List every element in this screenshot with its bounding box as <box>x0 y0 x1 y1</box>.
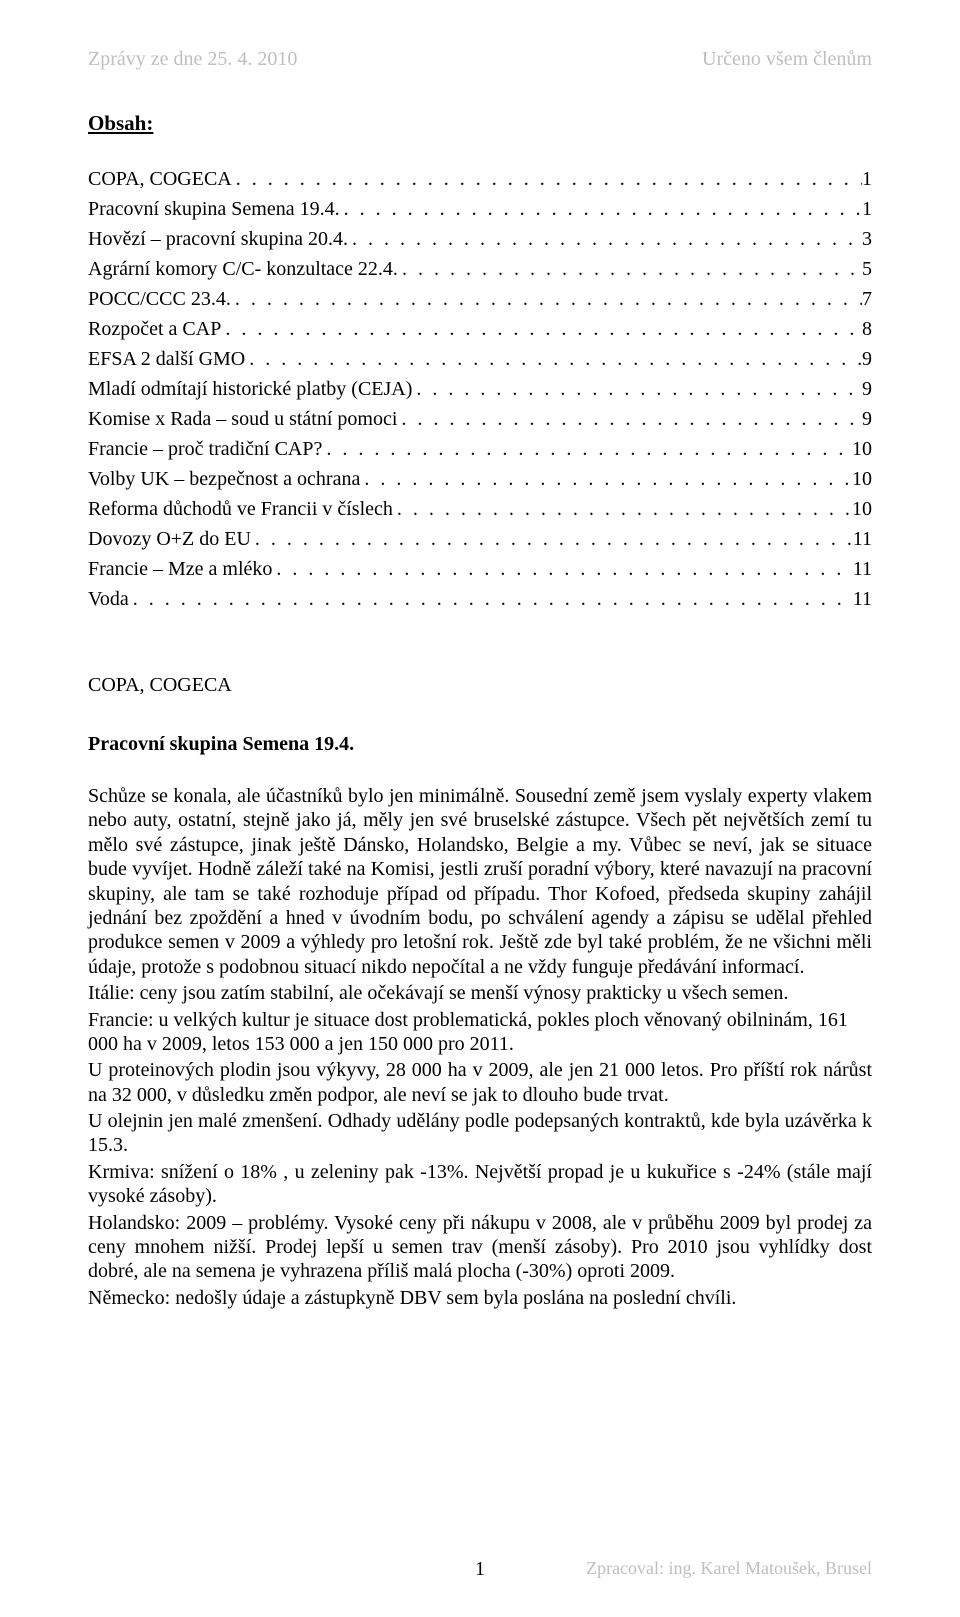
toc-row: Komise x Rada – soud u státní pomoci. . … <box>88 404 872 434</box>
toc-row: Reforma důchodů ve Francii v číslech. . … <box>88 494 872 524</box>
toc-dot-leader: . . . . . . . . . . . . . . . . . . . . … <box>360 464 852 494</box>
toc-row: Pracovní skupina Semena 19.4.. . . . . .… <box>88 194 872 224</box>
toc-page-number: 9 <box>862 344 872 374</box>
toc-page-number: 9 <box>862 374 872 404</box>
toc-page-number: 11 <box>853 554 872 584</box>
toc-page-number: 1 <box>862 194 872 224</box>
toc-label: Voda <box>88 584 129 614</box>
table-of-contents: COPA, COGECA. . . . . . . . . . . . . . … <box>88 164 872 614</box>
toc-page-number: 1 <box>862 164 872 194</box>
toc-title: Obsah: <box>88 111 872 136</box>
toc-page-number: 11 <box>853 524 872 554</box>
toc-label: POCC/CCC 23.4. <box>88 284 231 314</box>
toc-dot-leader: . . . . . . . . . . . . . . . . . . . . … <box>412 374 862 404</box>
toc-row: Rozpočet a CAP. . . . . . . . . . . . . … <box>88 314 872 344</box>
section-title: COPA, COGECA <box>88 674 872 697</box>
toc-row: Volby UK – bezpečnost a ochrana. . . . .… <box>88 464 872 494</box>
header-right: Určeno všem členům <box>702 48 872 71</box>
toc-page-number: 8 <box>862 314 872 344</box>
toc-row: Mladí odmítají historické platby (CEJA).… <box>88 374 872 404</box>
toc-dot-leader: . . . . . . . . . . . . . . . . . . . . … <box>245 344 862 374</box>
page-header: Zprávy ze dne 25. 4. 2010 Určeno všem čl… <box>88 48 872 71</box>
toc-dot-leader: . . . . . . . . . . . . . . . . . . . . … <box>322 434 852 464</box>
toc-page-number: 9 <box>862 404 872 434</box>
toc-label: EFSA 2 další GMO <box>88 344 245 374</box>
toc-row: COPA, COGECA. . . . . . . . . . . . . . … <box>88 164 872 194</box>
toc-dot-leader: . . . . . . . . . . . . . . . . . . . . … <box>348 224 862 254</box>
footer-page-number: 1 <box>475 1558 485 1581</box>
toc-label: Hovězí – pracovní skupina 20.4. <box>88 224 348 254</box>
toc-label: Rozpočet a CAP <box>88 314 221 344</box>
toc-dot-leader: . . . . . . . . . . . . . . . . . . . . … <box>340 194 862 224</box>
paragraph: Itálie: ceny jsou zatím stabilní, ale oč… <box>88 981 872 1005</box>
header-left: Zprávy ze dne 25. 4. 2010 <box>88 48 297 71</box>
toc-label: Francie – Mze a mléko <box>88 554 272 584</box>
toc-label: Francie – proč tradiční CAP? <box>88 434 322 464</box>
toc-row: Hovězí – pracovní skupina 20.4.. . . . .… <box>88 224 872 254</box>
toc-label: Pracovní skupina Semena 19.4. <box>88 194 340 224</box>
document-page: Zprávy ze dne 25. 4. 2010 Určeno všem čl… <box>0 0 960 1617</box>
toc-page-number: 5 <box>862 254 872 284</box>
paragraph: Německo: nedošly údaje a zástupkyně DBV … <box>88 1286 872 1310</box>
body-text: Schůze se konala, ale účastníků bylo jen… <box>88 784 872 1310</box>
toc-row: Dovozy O+Z do EU. . . . . . . . . . . . … <box>88 524 872 554</box>
toc-dot-leader: . . . . . . . . . . . . . . . . . . . . … <box>393 494 852 524</box>
toc-page-number: 11 <box>853 584 872 614</box>
toc-dot-leader: . . . . . . . . . . . . . . . . . . . . … <box>129 584 853 614</box>
toc-dot-leader: . . . . . . . . . . . . . . . . . . . . … <box>251 524 853 554</box>
toc-label: Dovozy O+Z do EU <box>88 524 251 554</box>
toc-row: Voda. . . . . . . . . . . . . . . . . . … <box>88 584 872 614</box>
toc-row: Agrární komory C/C- konzultace 22.4.. . … <box>88 254 872 284</box>
toc-dot-leader: . . . . . . . . . . . . . . . . . . . . … <box>272 554 852 584</box>
toc-row: Francie – Mze a mléko. . . . . . . . . .… <box>88 554 872 584</box>
toc-label: Mladí odmítají historické platby (CEJA) <box>88 374 412 404</box>
toc-dot-leader: . . . . . . . . . . . . . . . . . . . . … <box>397 404 862 434</box>
toc-dot-leader: . . . . . . . . . . . . . . . . . . . . … <box>231 284 862 314</box>
paragraph: Francie: u velkých kultur je situace dos… <box>88 1008 872 1057</box>
section-subtitle: Pracovní skupina Semena 19.4. <box>88 733 872 756</box>
paragraph: U olejnin jen malé zmenšení. Odhady uděl… <box>88 1109 872 1158</box>
toc-dot-leader: . . . . . . . . . . . . . . . . . . . . … <box>232 164 862 194</box>
toc-page-number: 7 <box>862 284 872 314</box>
toc-label: Reforma důchodů ve Francii v číslech <box>88 494 393 524</box>
toc-row: EFSA 2 další GMO. . . . . . . . . . . . … <box>88 344 872 374</box>
toc-dot-leader: . . . . . . . . . . . . . . . . . . . . … <box>221 314 862 344</box>
paragraph: Holandsko: 2009 – problémy. Vysoké ceny … <box>88 1211 872 1284</box>
toc-page-number: 10 <box>852 434 872 464</box>
page-footer: 1 Zpracoval: ing. Karel Matoušek, Brusel <box>88 1558 872 1579</box>
toc-row: Francie – proč tradiční CAP?. . . . . . … <box>88 434 872 464</box>
footer-right: Zpracoval: ing. Karel Matoušek, Brusel <box>586 1558 872 1579</box>
toc-label: Volby UK – bezpečnost a ochrana <box>88 464 360 494</box>
toc-label: Agrární komory C/C- konzultace 22.4. <box>88 254 398 284</box>
paragraph: U proteinových plodin jsou výkyvy, 28 00… <box>88 1058 872 1107</box>
toc-label: COPA, COGECA <box>88 164 232 194</box>
toc-row: POCC/CCC 23.4.. . . . . . . . . . . . . … <box>88 284 872 314</box>
paragraph: Krmiva: snížení o 18% , u zeleniny pak -… <box>88 1160 872 1209</box>
toc-label: Komise x Rada – soud u státní pomoci <box>88 404 397 434</box>
paragraph: Schůze se konala, ale účastníků bylo jen… <box>88 784 872 979</box>
toc-page-number: 10 <box>852 494 872 524</box>
toc-page-number: 10 <box>852 464 872 494</box>
toc-dot-leader: . . . . . . . . . . . . . . . . . . . . … <box>398 254 862 284</box>
toc-page-number: 3 <box>862 224 872 254</box>
